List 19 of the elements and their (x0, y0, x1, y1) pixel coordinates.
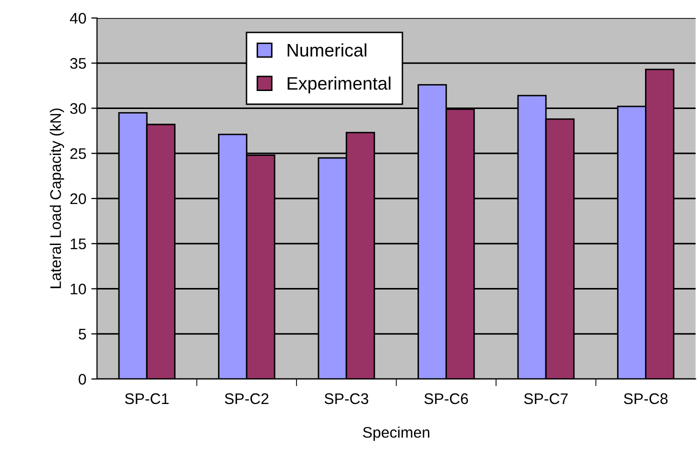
y-tick-label: 20 (70, 193, 86, 204)
y-tick-label: 0 (78, 374, 86, 385)
y-tick-label: 25 (70, 148, 86, 160)
x-tick-label: SP-C6 (424, 393, 468, 404)
x-tick-label: SP-C1 (125, 393, 169, 404)
y-tick-label: 15 (70, 238, 86, 250)
legend-label: Numerical (288, 43, 366, 57)
x-tick-label: SP-C2 (224, 393, 268, 404)
y-tick-label: 40 (70, 12, 86, 24)
y-tick-label: 30 (70, 103, 86, 114)
y-tick-label: 10 (70, 284, 86, 294)
x-axis-title: Specimen (363, 426, 430, 441)
y-tick-label: 5 (78, 328, 86, 340)
y-tick-label: 35 (70, 58, 86, 69)
legend-label: Experimental (288, 76, 390, 94)
x-tick-label: SP-C8 (624, 393, 668, 404)
x-tick-label: SP-C7 (524, 393, 568, 404)
x-tick-label: SP-C3 (324, 393, 368, 404)
y-axis-title: Lateral Load Capacity (kN) (50, 108, 64, 288)
